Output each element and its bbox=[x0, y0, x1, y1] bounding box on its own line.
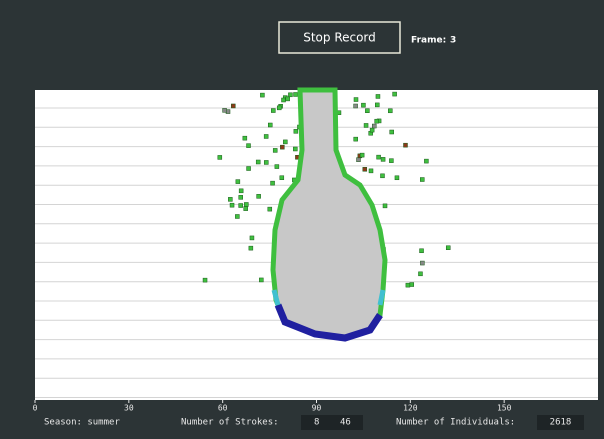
cell bbox=[293, 92, 298, 97]
stop-record-button[interactable] bbox=[278, 21, 401, 54]
cell bbox=[235, 214, 240, 219]
cell bbox=[217, 155, 223, 160]
colony-front bbox=[274, 303, 383, 342]
strokes-b: 46 bbox=[340, 418, 351, 428]
cell bbox=[274, 164, 280, 169]
cell bbox=[368, 168, 374, 174]
cell bbox=[238, 203, 243, 208]
cell bbox=[281, 97, 286, 103]
cell bbox=[264, 160, 269, 165]
cell bbox=[353, 97, 359, 102]
cell bbox=[271, 108, 276, 113]
cell bbox=[389, 129, 394, 135]
cell bbox=[242, 135, 248, 141]
cell bbox=[272, 148, 278, 153]
cell bbox=[293, 146, 298, 152]
cell bbox=[369, 127, 375, 133]
cell bbox=[445, 245, 451, 250]
cell bbox=[263, 134, 269, 139]
cell bbox=[255, 159, 261, 165]
individuals-box bbox=[537, 415, 584, 430]
cell bbox=[283, 139, 288, 145]
cell bbox=[353, 136, 358, 142]
cell bbox=[244, 202, 249, 207]
cell bbox=[363, 123, 369, 128]
strokes-box bbox=[301, 415, 363, 430]
cell bbox=[420, 260, 425, 266]
cell bbox=[248, 245, 254, 251]
cell bbox=[374, 118, 379, 124]
cell bbox=[246, 166, 251, 171]
cell bbox=[388, 108, 393, 114]
cell bbox=[270, 180, 275, 186]
cell bbox=[353, 103, 358, 109]
strokes-a: 8 bbox=[314, 418, 319, 428]
cell bbox=[362, 167, 368, 172]
strokes-label: Number of Strokes: bbox=[181, 418, 279, 428]
cell bbox=[228, 197, 233, 202]
cell bbox=[403, 142, 408, 148]
cell bbox=[267, 122, 273, 128]
cell bbox=[418, 271, 423, 277]
individuals-value: 2618 bbox=[550, 418, 572, 428]
cell bbox=[293, 129, 299, 134]
cell bbox=[380, 173, 385, 179]
cell bbox=[375, 94, 381, 99]
cell bbox=[392, 91, 397, 97]
cell bbox=[235, 179, 241, 184]
cell bbox=[389, 158, 394, 163]
x-tick-label: 150 bbox=[497, 404, 512, 413]
cell bbox=[229, 202, 235, 208]
cell bbox=[424, 158, 429, 164]
cell bbox=[280, 144, 285, 150]
x-tick-label: 60 bbox=[218, 404, 228, 413]
cell bbox=[276, 105, 282, 111]
cell bbox=[409, 282, 415, 287]
frame-label: Frame: bbox=[411, 36, 446, 46]
x-tick-label: 0 bbox=[33, 404, 38, 413]
cell bbox=[256, 194, 261, 199]
cell bbox=[375, 102, 380, 108]
cell bbox=[285, 96, 290, 102]
cell bbox=[260, 92, 265, 98]
season: Season: summer bbox=[44, 418, 120, 428]
x-tick-label: 120 bbox=[403, 404, 418, 413]
cell bbox=[356, 157, 361, 162]
cell bbox=[361, 102, 366, 108]
x-axis: 0 30 60 90 120 150 bbox=[33, 400, 512, 413]
individuals-label: Number of Individuals: bbox=[396, 418, 515, 428]
cell bbox=[267, 206, 273, 212]
frame-value: 3 bbox=[450, 36, 456, 46]
cell bbox=[365, 108, 370, 113]
button-label[interactable]: Stop Record bbox=[303, 31, 376, 45]
cell bbox=[202, 277, 208, 283]
cell bbox=[249, 235, 255, 241]
cell bbox=[279, 175, 285, 180]
cell bbox=[288, 92, 293, 98]
cell bbox=[420, 177, 425, 182]
cell bbox=[382, 203, 388, 209]
x-tick-label: 90 bbox=[312, 404, 322, 413]
cell bbox=[246, 143, 251, 148]
cell bbox=[222, 108, 227, 113]
cell bbox=[380, 157, 386, 162]
cell bbox=[419, 248, 424, 254]
cell bbox=[359, 152, 365, 158]
cell bbox=[231, 103, 236, 109]
cell bbox=[394, 175, 400, 181]
cell bbox=[259, 277, 264, 283]
cell bbox=[238, 195, 243, 200]
cell bbox=[405, 282, 411, 288]
colony-edge bbox=[271, 289, 386, 306]
cell bbox=[238, 188, 244, 194]
cell bbox=[371, 123, 377, 129]
cell bbox=[243, 206, 248, 211]
cell bbox=[376, 154, 381, 160]
x-tick-label: 30 bbox=[124, 404, 134, 413]
